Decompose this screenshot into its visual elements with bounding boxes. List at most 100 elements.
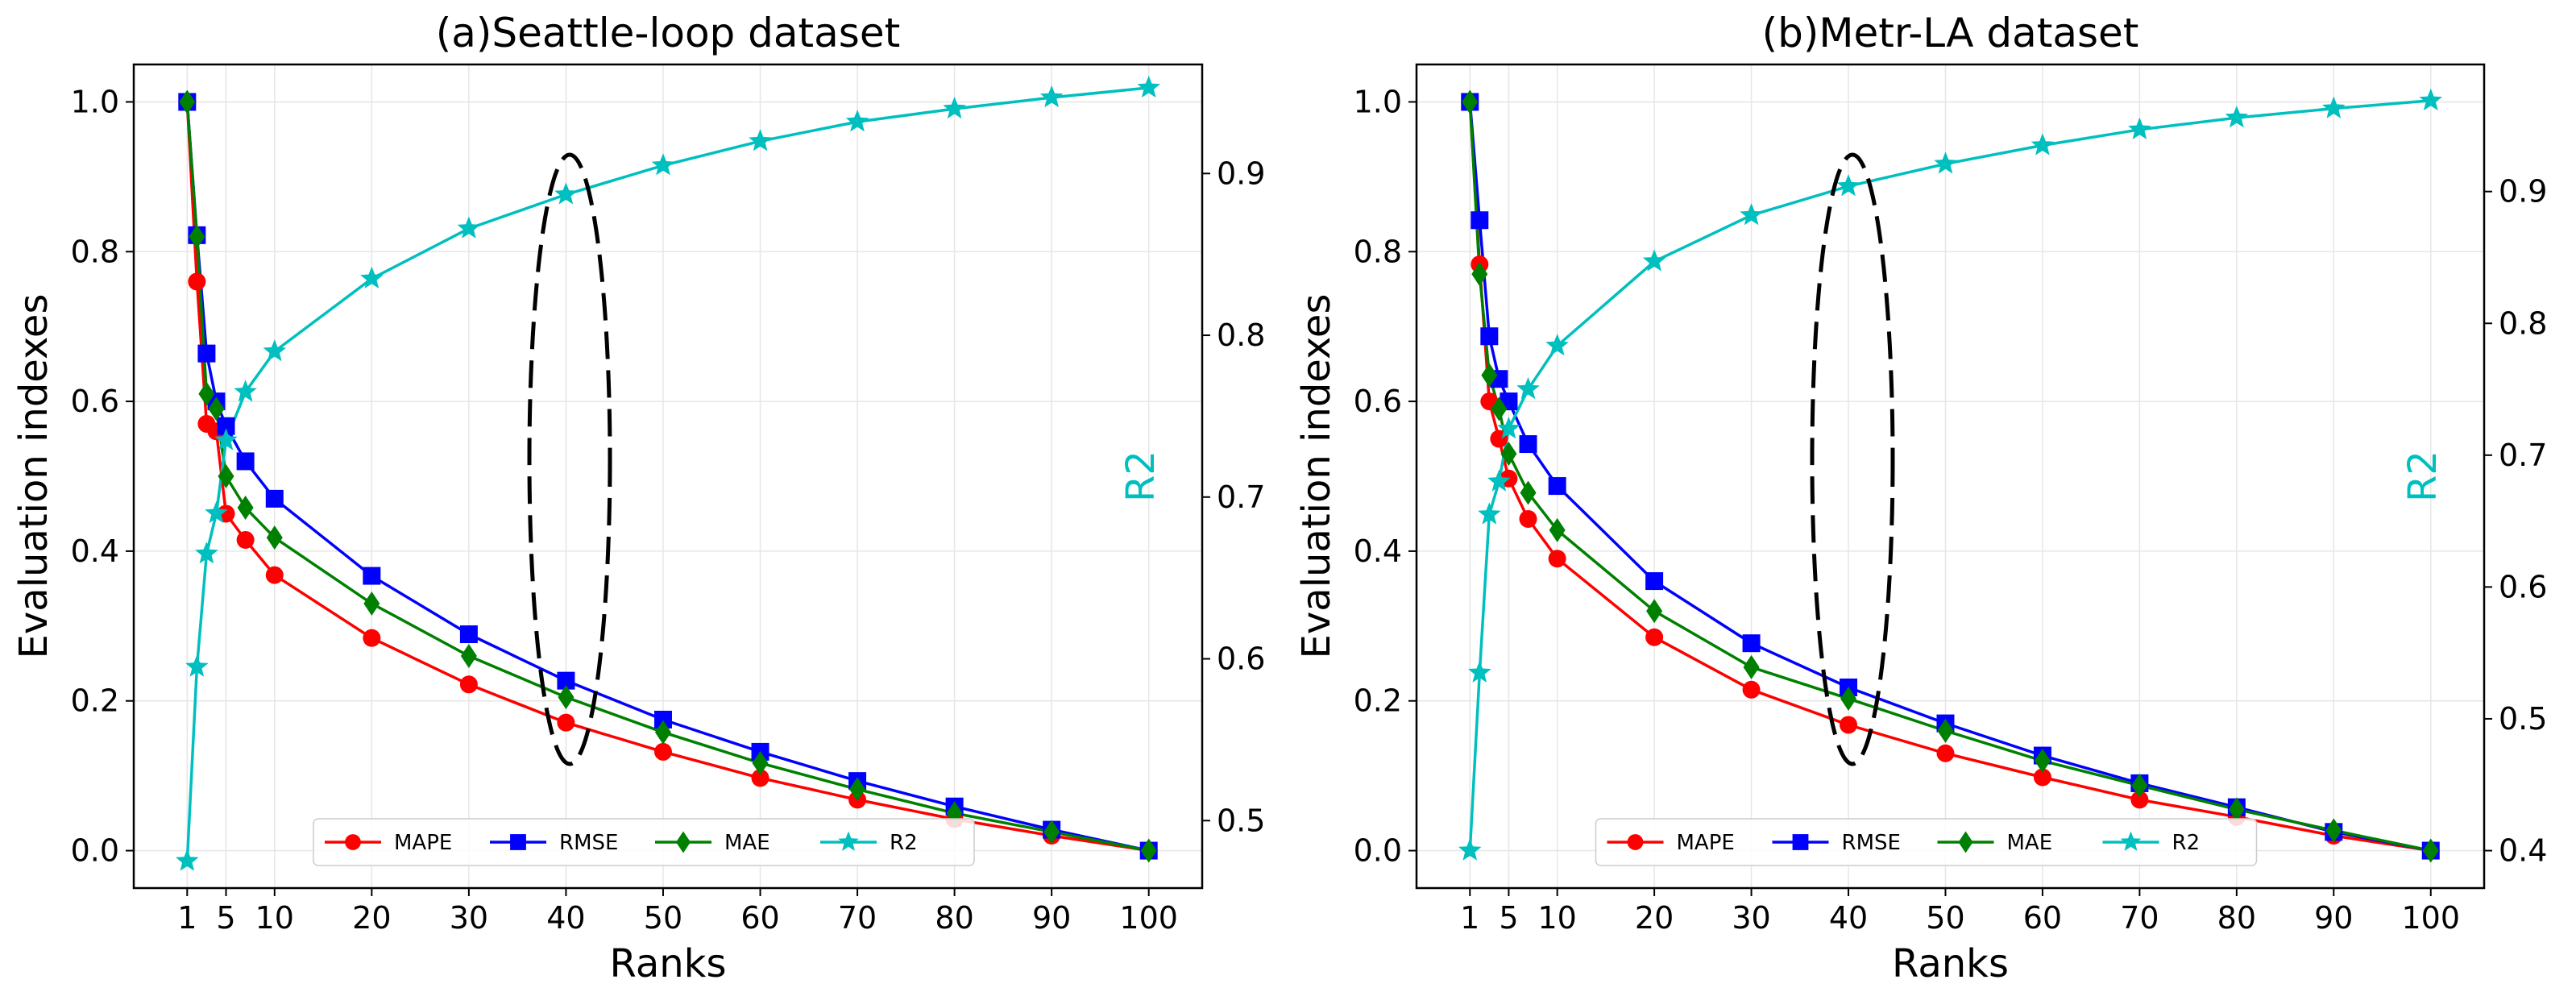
data-point-r2: [1836, 174, 1860, 197]
x-tick-label: 100: [2401, 900, 2460, 936]
x-tick-label: 50: [1926, 900, 1964, 936]
legend-label-rmse: RMSE: [1842, 831, 1901, 855]
data-point-mape: [1548, 550, 1566, 568]
data-point-mae: [237, 496, 254, 521]
legend-marker-rmse: [1792, 834, 1809, 850]
data-point-mae: [2422, 838, 2439, 863]
data-point-mae: [849, 777, 866, 802]
data-point-mape: [557, 713, 575, 732]
legend-marker-mape: [1627, 834, 1644, 850]
data-point-r2: [749, 129, 772, 152]
data-point-mape: [363, 629, 381, 647]
data-point-mae: [1840, 686, 1857, 711]
data-point-rmse: [1645, 572, 1664, 591]
data-point-mae: [1043, 820, 1060, 845]
data-point-rmse: [1548, 477, 1566, 496]
data-point-r2: [1478, 502, 1501, 525]
data-point-mae: [1646, 599, 1663, 624]
data-point-mape: [1645, 628, 1664, 646]
x-tick-label: 1: [1460, 900, 1479, 936]
series-line-mape: [1468, 102, 2432, 853]
data-point-r2: [2419, 88, 2442, 110]
x-tick-label: 70: [2120, 900, 2159, 936]
data-point-mape: [1742, 680, 1761, 699]
data-point-mae: [1481, 363, 1498, 388]
y2-tick-label: 0.7: [1217, 479, 1265, 515]
legend-marker-mae: [676, 831, 691, 853]
legend-box: [1595, 818, 2258, 866]
data-point-rmse: [363, 567, 381, 585]
data-point-mae: [1140, 838, 1157, 863]
x-tick-label: 50: [644, 900, 682, 936]
series-markers-r2: [176, 75, 1160, 871]
y2-tick-label: 0.7: [2499, 438, 2547, 473]
y-tick-label: 0.6: [1354, 384, 1402, 419]
data-point-r2: [845, 110, 869, 132]
data-point-mae: [218, 464, 234, 488]
x-tick-label: 70: [838, 900, 877, 936]
y2-tick-label: 0.9: [1217, 156, 1265, 191]
data-point-rmse: [1519, 435, 1537, 454]
y2-tick-label: 0.4: [2499, 833, 2547, 869]
x-axis-label: Ranks: [610, 941, 727, 986]
legend-label-mape: MAPE: [1677, 831, 1735, 855]
data-point-mae: [189, 224, 205, 249]
legend-label-mae: MAE: [2007, 831, 2053, 855]
data-point-r2: [1137, 75, 1160, 98]
y2-tick-label: 0.9: [2499, 174, 2547, 210]
legend-marker-r2: [2120, 831, 2142, 851]
data-point-r2: [1740, 203, 1763, 226]
y2-tick-label: 0.8: [1217, 318, 1265, 353]
series-line-r2: [1468, 99, 2431, 851]
y2-tick-label: 0.6: [1217, 641, 1265, 677]
chart-title: (a)Seattle-loop dataset: [436, 10, 900, 56]
data-point-mae: [363, 591, 380, 616]
data-point-mae: [1462, 89, 1479, 114]
legend: MAPE RMSE MAE R2: [313, 818, 975, 866]
data-point-mae: [266, 525, 283, 550]
legend-label-r2: R2: [890, 831, 918, 855]
data-point-rmse: [265, 489, 284, 508]
data-point-mae: [1549, 517, 1566, 542]
data-point-mae: [1500, 442, 1517, 467]
x-tick-label: 60: [740, 900, 779, 936]
y-axis-left: 0.0 0.2 0.4 0.6 0.8 1.0: [71, 84, 134, 869]
data-point-r2: [554, 182, 578, 205]
data-point-mae: [558, 685, 575, 710]
data-point-rmse: [217, 417, 235, 435]
x-tick-label: 10: [1537, 900, 1576, 936]
data-point-r2: [234, 380, 257, 402]
data-point-mae: [460, 643, 477, 668]
legend-label-mape: MAPE: [394, 831, 452, 855]
data-point-r2: [1487, 469, 1511, 492]
x-tick-label: 1: [177, 900, 197, 936]
axes-frame: [1415, 63, 2486, 890]
data-point-r2: [457, 216, 481, 239]
x-tick-label: 90: [1032, 900, 1071, 936]
series-line-mae: [1468, 102, 2432, 853]
data-point-mae: [2228, 797, 2245, 822]
y2-tick-label: 0.5: [2499, 701, 2547, 737]
series-line-rmse: [185, 102, 1150, 853]
y-axis-left: 0.0 0.2 0.4 0.6 0.8 1.0: [1354, 84, 1417, 869]
data-point-r2: [943, 97, 966, 119]
data-point-rmse: [1471, 211, 1489, 230]
data-point-r2: [1497, 417, 1520, 439]
legend-box: [313, 818, 975, 866]
data-point-r2: [1468, 660, 1491, 683]
y2-tick-label: 0.5: [1217, 803, 1265, 838]
chart-title: (b)Metr-LA dataset: [1762, 10, 2139, 56]
data-point-mae: [198, 381, 215, 406]
data-point-r2: [2031, 133, 2055, 156]
data-point-mae: [1471, 262, 1488, 287]
y-tick-label: 0.8: [1354, 234, 1402, 269]
data-point-r2: [651, 153, 675, 176]
legend-label-rmse: RMSE: [559, 831, 618, 855]
x-tick-label: 40: [1829, 900, 1868, 936]
x-tick-label: 30: [1732, 900, 1770, 936]
data-point-r2: [2128, 117, 2151, 139]
y2-axis-label: R2: [2400, 450, 2445, 502]
data-point-r2: [185, 654, 209, 677]
data-point-mape: [751, 769, 769, 787]
data-point-rmse: [459, 625, 478, 644]
